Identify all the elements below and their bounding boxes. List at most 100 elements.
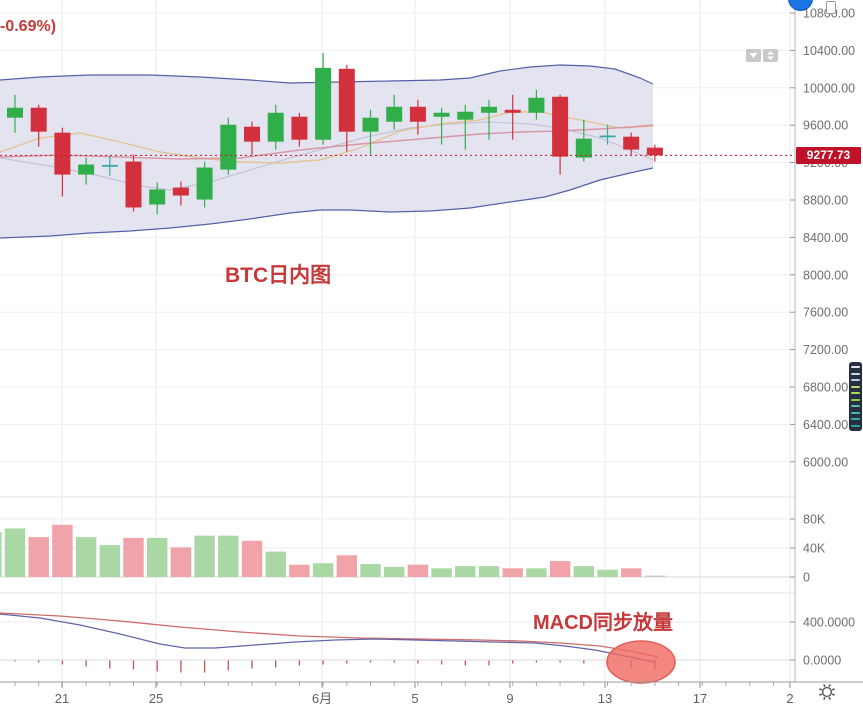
price-axis-label: 6800.00 [803,381,848,395]
settings-button[interactable] [817,682,837,702]
candle-body [315,67,332,140]
price-axis-label: 8000.00 [803,268,848,282]
price-axis-label: 8800.00 [803,194,848,208]
scroll-widget-stripe [851,379,860,382]
volume-bar [336,555,357,577]
volume-bar [241,540,263,577]
scroll-widget-stripe [851,418,860,421]
scroll-widget-stripe [851,405,860,408]
volume-bar [573,566,594,577]
chart-scroll-widget[interactable] [849,362,862,431]
price-axis-label: 9600.00 [803,119,848,133]
volume-axis-label: 80K [803,513,826,527]
bollinger-upper-line [0,64,654,85]
candle-body [125,161,142,208]
volume-axis-label: 0 [803,571,810,585]
volume-bar [170,547,192,577]
price-axis-label: 10400.00 [803,44,855,58]
candle-body [623,136,640,150]
candle-body [433,112,450,117]
volume-bar [75,537,97,577]
candle-body [172,187,189,196]
current-price-tag: 9277.73 [796,147,861,164]
time-axis-label: 2 [786,691,793,706]
price-axis-label: 8400.00 [803,231,848,245]
time-axis-label: 21 [55,691,69,706]
candle-body [220,124,237,170]
volume-bar [526,568,547,577]
ma-line-pink [0,124,654,160]
macd-dea-line [0,612,659,658]
volume-bar [147,537,168,577]
volume-bar [4,528,26,577]
candle-body [244,126,260,142]
volume-axis-label: 40K [803,542,826,556]
volume-bar [360,563,381,577]
volume-bar [123,537,144,577]
volume-bar [431,568,452,577]
volume-bar [455,566,476,577]
candle-body [552,96,569,157]
price-axis-label: 10000.00 [803,81,855,95]
macd-axis-label: 0.0000 [803,654,841,668]
macd-annotation: MACD同步放量 [533,612,673,634]
scroll-widget-stripe [851,424,860,427]
candle-body [646,147,663,156]
candle-body [386,106,403,122]
candle-body [101,164,118,167]
price-axis-label: 7600.00 [803,306,848,320]
macd-axis-label: 400.0000 [803,616,855,630]
candle-body [481,106,497,113]
volume-bar [621,568,642,577]
volume-bar [99,545,120,577]
time-axis-label: 9 [506,691,513,706]
chart-title-annotation: BTC日内图 [225,264,332,287]
change-percent-label: -0.69%) [0,18,57,35]
volume-bar [644,575,666,577]
volume-bar [28,537,49,577]
candle-body [362,117,379,132]
scroll-widget-stripe [851,392,860,395]
volume-bar [52,524,73,577]
time-axis-label: 17 [693,691,707,706]
candle-body [54,132,71,175]
candle-body [196,167,213,200]
volume-bar [478,566,500,577]
time-axis-label: 5 [411,691,418,706]
volume-bar [289,564,310,577]
volume-bar [502,568,523,577]
volume-bar [384,566,405,577]
time-axis-label: 6月 [312,691,332,706]
candle-body [504,109,521,113]
price-axis-label: 6400.00 [803,418,848,432]
macd-dif-line [0,613,656,663]
candle-body [575,138,592,158]
time-axis-label: 25 [149,691,163,706]
candle-body [149,189,166,205]
volume-bar [407,564,429,577]
candle-body [457,111,474,120]
scroll-widget-stripe [851,385,860,388]
volume-bar [549,561,571,577]
candle-body [7,107,23,118]
candle-body [528,97,545,113]
candle-body [78,164,95,175]
sort-arrows-icon [767,51,774,60]
candle-body [599,135,616,138]
scroll-widget-stripe [851,372,860,375]
volume-bar [194,535,215,577]
bollinger-lower-line [0,167,654,239]
price-axis-label: 7200.00 [803,343,848,357]
chevron-down-button[interactable] [746,49,761,62]
window-outline-icon [826,1,836,14]
candle-body [30,107,47,132]
highlight-ellipse [606,640,676,684]
scroll-widget-stripe [851,411,860,414]
price-axis-label: 6000.00 [803,455,848,469]
chevron-down-icon [749,53,758,58]
volume-bar [312,563,334,577]
candle-body [267,112,284,142]
sort-arrows-button[interactable] [763,49,778,62]
